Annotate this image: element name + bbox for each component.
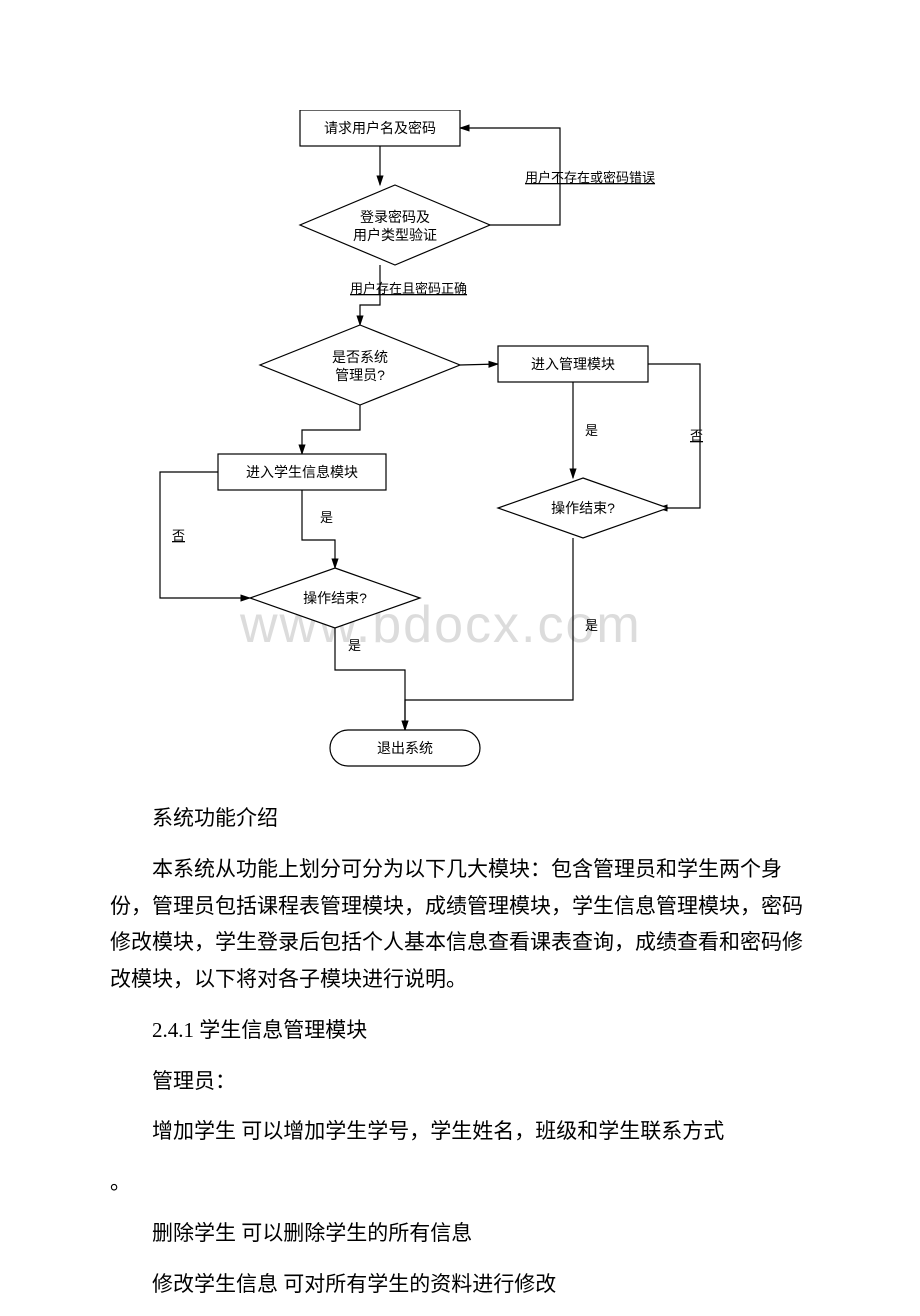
svg-text:操作结束?: 操作结束? (551, 500, 615, 516)
paragraph-add-period: 。 (110, 1164, 810, 1201)
paragraph-delete: 删除学生 可以删除学生的所有信息 (110, 1215, 810, 1252)
flowchart-svg: 用户不存在或密码错误用户存在且密码正确是否是否是是请求用户名及密码登录密码及用户… (130, 110, 810, 790)
svg-text:用户类型验证: 用户类型验证 (353, 227, 437, 243)
svg-text:是: 是 (585, 618, 598, 633)
svg-text:退出系统: 退出系统 (377, 740, 433, 756)
svg-text:请求用户名及密码: 请求用户名及密码 (324, 120, 436, 136)
paragraph-modify: 修改学生信息 可对所有学生的资料进行修改 (110, 1266, 810, 1303)
svg-text:是: 是 (320, 510, 333, 525)
svg-text:是: 是 (348, 638, 361, 653)
svg-text:进入管理模块: 进入管理模块 (531, 356, 615, 372)
flowchart-container: 用户不存在或密码错误用户存在且密码正确是否是否是是请求用户名及密码登录密码及用户… (130, 110, 810, 790)
svg-text:用户不存在或密码错误: 用户不存在或密码错误 (525, 170, 655, 185)
svg-text:操作结束?: 操作结束? (303, 590, 367, 606)
subsection-heading: 2.4.1 学生信息管理模块 (110, 1012, 810, 1049)
svg-text:否: 否 (690, 428, 703, 443)
section-heading: 系统功能介绍 (110, 800, 810, 837)
svg-text:是否系统: 是否系统 (332, 349, 388, 365)
svg-text:登录密码及: 登录密码及 (360, 209, 430, 225)
svg-text:否: 否 (172, 528, 185, 543)
svg-text:进入学生信息模块: 进入学生信息模块 (246, 464, 358, 480)
svg-text:管理员?: 管理员? (335, 367, 385, 383)
paragraph-admin: 管理员： (110, 1063, 810, 1100)
paragraph-intro: 本系统从功能上划分可分为以下几大模块：包含管理员和学生两个身份，管理员包括课程表… (110, 851, 810, 998)
svg-text:用户存在且密码正确: 用户存在且密码正确 (350, 281, 467, 296)
document-text: 系统功能介绍 本系统从功能上划分可分为以下几大模块：包含管理员和学生两个身份，管… (110, 800, 810, 1316)
paragraph-add: 增加学生 可以增加学生学号，学生姓名，班级和学生联系方式 (110, 1113, 810, 1150)
svg-text:是: 是 (585, 423, 598, 438)
